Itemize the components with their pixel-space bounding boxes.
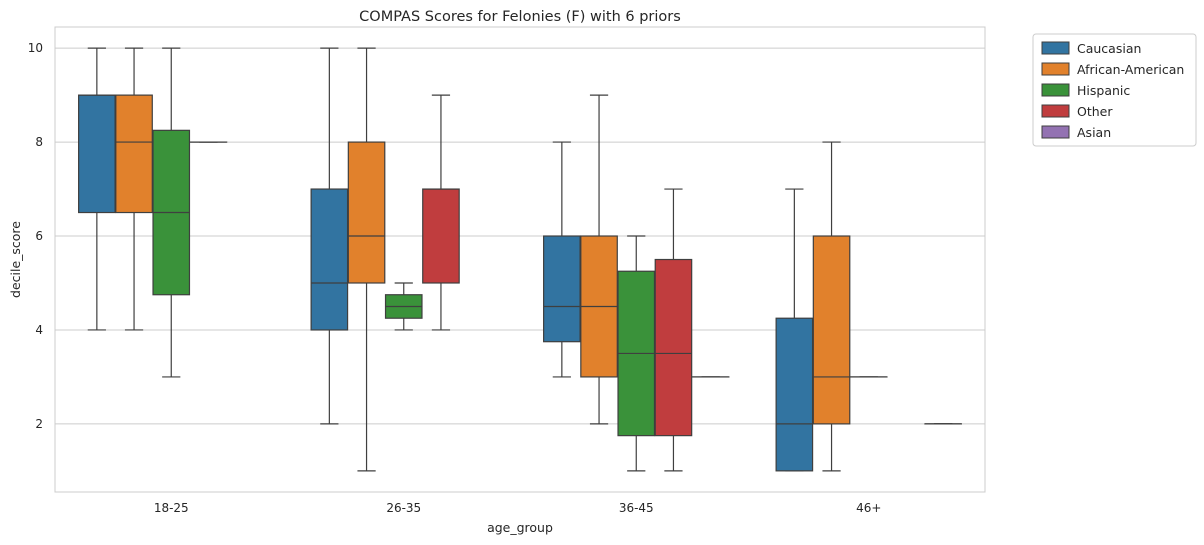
legend-label: African-American xyxy=(1077,62,1184,77)
legend-swatch xyxy=(1041,104,1070,118)
box-caucasian-26-35 xyxy=(310,47,349,425)
legend-label: Asian xyxy=(1077,125,1111,140)
legend-frame xyxy=(1032,33,1197,147)
legend-label: Caucasian xyxy=(1077,41,1141,56)
box-iqr xyxy=(115,94,153,214)
box-other-36-45 xyxy=(654,188,693,472)
y-tick-labels: 2 4 6 8 10 xyxy=(28,41,43,431)
y-tick-label: 4 xyxy=(35,323,43,337)
legend: Caucasian African-American Hispanic Other As… xyxy=(1032,33,1197,147)
x-axis-label: age_group xyxy=(487,520,553,535)
x-tick-label: 46+ xyxy=(856,501,881,515)
box-hispanic-36-45 xyxy=(617,235,656,472)
x-tick-label: 18-25 xyxy=(154,501,189,515)
box-african-american-26-35 xyxy=(347,47,386,472)
box-iqr xyxy=(310,188,349,331)
box-iqr xyxy=(775,317,814,472)
x-tick-labels: 18-25 26-35 36-45 46+ xyxy=(154,501,882,515)
y-tick-label: 2 xyxy=(35,417,43,431)
box-caucasian-18-25 xyxy=(78,47,116,331)
box-iqr xyxy=(422,188,460,284)
box-caucasian-36-45 xyxy=(543,141,581,378)
box-caucasian-46- xyxy=(775,188,814,472)
legend-swatch xyxy=(1041,41,1070,55)
legend-swatch xyxy=(1041,62,1070,76)
box-iqr xyxy=(654,258,693,437)
box-iqr xyxy=(347,141,386,284)
chart-title: COMPAS Scores for Felonies (F) with 6 pr… xyxy=(359,9,681,25)
box-hispanic-26-35 xyxy=(384,282,423,331)
box-iqr xyxy=(543,235,581,343)
legend-label: Hispanic xyxy=(1077,83,1130,98)
legend-swatch xyxy=(1041,83,1070,97)
box-series xyxy=(78,47,962,472)
box-hispanic-18-25 xyxy=(152,47,191,378)
box-other-26-35 xyxy=(422,94,460,331)
y-tick-label: 8 xyxy=(35,135,43,149)
x-tick-label: 36-45 xyxy=(619,501,654,515)
y-axis-label: decile_score xyxy=(8,221,23,298)
y-tick-label: 10 xyxy=(28,41,43,55)
legend-label: Other xyxy=(1077,104,1113,119)
box-african-american-18-25 xyxy=(115,47,153,331)
box-african-american-36-45 xyxy=(580,94,618,425)
x-tick-label: 26-35 xyxy=(386,501,421,515)
legend-swatch xyxy=(1041,125,1070,139)
box-iqr xyxy=(812,235,851,425)
box-african-american-46- xyxy=(812,141,851,472)
y-tick-label: 6 xyxy=(35,229,43,243)
box-iqr xyxy=(78,94,116,214)
plot-frame xyxy=(54,26,986,493)
